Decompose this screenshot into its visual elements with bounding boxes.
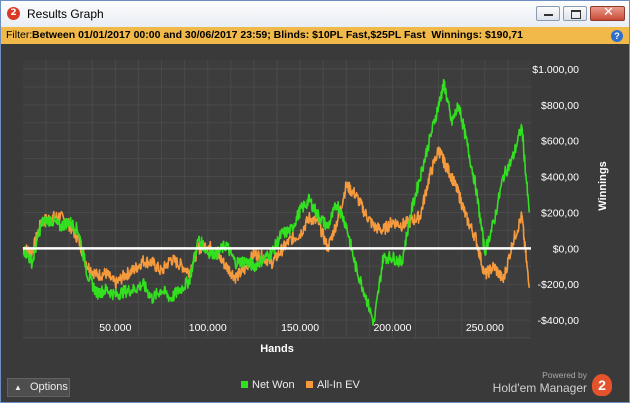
filter-bar[interactable]: Filter: Between 01/01/2017 00:00 and 30/… <box>1 27 629 44</box>
powered-by-text: Powered by <box>542 370 587 380</box>
hem-logo-icon: 2 <box>592 374 612 396</box>
y-tick-label: -$400,00 <box>538 315 580 327</box>
filter-label: Filter: <box>6 29 33 41</box>
title-bar[interactable]: 2 Results Graph ✕ <box>1 1 629 27</box>
chevron-up-icon: ▲ <box>14 383 22 392</box>
filter-description: Between 01/01/2017 00:00 and 30/06/2017 … <box>32 29 523 41</box>
app-logo-icon: 2 <box>7 7 20 20</box>
minimize-icon <box>544 14 553 16</box>
legend-item-net-won[interactable]: Net Won <box>241 379 295 391</box>
help-icon[interactable]: ? <box>611 30 623 42</box>
x-tick-label: 50.000 <box>99 322 131 334</box>
y-axis-tick-labels: $1.000,00 $800,00 $600,00 $400,00 $200,00 $0,… <box>532 64 579 327</box>
y-tick-label: $0,00 <box>553 243 579 255</box>
legend-item-all-in-ev[interactable]: All-In EV <box>306 379 360 391</box>
legend-label: All-In EV <box>317 379 360 391</box>
close-icon: ✕ <box>603 5 614 20</box>
y-tick-label: $600,00 <box>541 136 579 148</box>
legend-swatch-net-won <box>241 381 248 388</box>
legend-swatch-all-in-ev <box>306 381 313 388</box>
maximize-icon <box>571 10 581 19</box>
y-tick-label: -$200,00 <box>538 279 580 291</box>
legend-label: Net Won <box>252 379 295 391</box>
x-axis-tick-labels: 50.000 100.000 150.000 200.000 250.000 <box>99 322 504 334</box>
maximize-button[interactable] <box>563 6 587 21</box>
y-tick-label: $200,00 <box>541 207 579 219</box>
x-axis-label: Hands <box>260 343 294 355</box>
y-tick-label: $1.000,00 <box>532 64 579 76</box>
series-line-net-won <box>22 78 530 326</box>
y-tick-label: $400,00 <box>541 172 579 184</box>
options-label: Options <box>30 381 68 393</box>
x-tick-label: 250.000 <box>466 322 504 334</box>
x-tick-label: 150.000 <box>281 322 319 334</box>
minimize-button[interactable] <box>536 6 560 21</box>
results-chart: $1.000,00 $800,00 $600,00 $400,00 $200,00 $0,… <box>22 60 609 355</box>
y-axis-label: Winnings <box>597 161 609 210</box>
options-button[interactable]: ▲ Options <box>7 378 70 397</box>
series-lines <box>22 78 530 326</box>
window-title: Results Graph <box>27 7 104 21</box>
x-tick-label: 100.000 <box>189 322 227 334</box>
close-button[interactable]: ✕ <box>590 5 625 21</box>
series-line-all-in-ev <box>22 146 530 290</box>
x-tick-label: 200.000 <box>373 322 411 334</box>
brand-name: Hold'em Manager <box>492 381 587 395</box>
y-tick-label: $800,00 <box>541 100 579 112</box>
